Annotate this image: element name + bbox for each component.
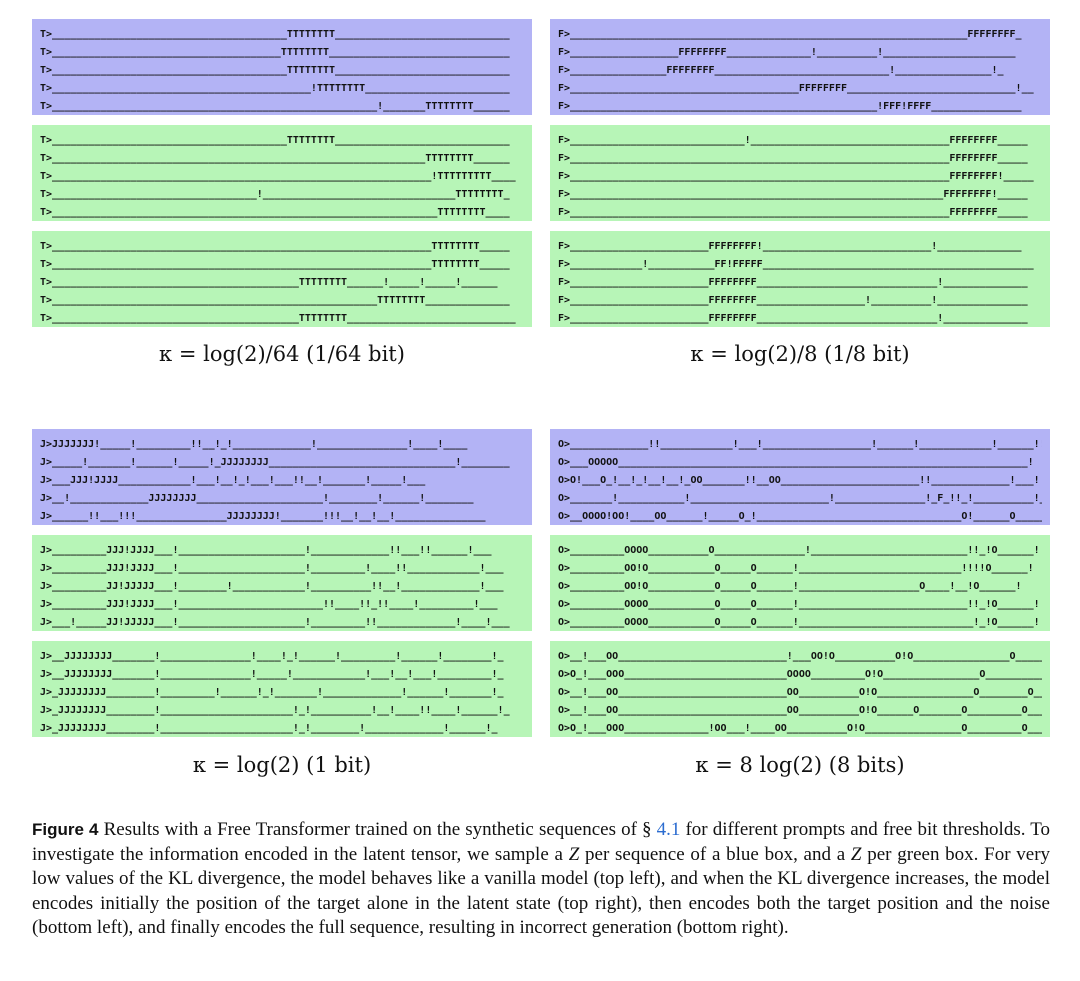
sequence-line: F>______________________________________… [558,189,1028,200]
sequence-line: T>______________________________________… [40,47,510,58]
kappa-label-top-right: κ = log(2)/8 (1/8 bit) [690,342,910,366]
sequence-line: O>__!___OO____________________________OO… [558,705,1042,716]
sequence-line: T>______________________________________… [40,65,510,76]
sequence-line: J>___JJJ!JJJJ____________!___!__!_!___!_… [40,475,426,486]
sequence-line: T>______________________________________… [40,101,510,112]
sequence-line: T>______________________________________… [40,277,498,288]
sequence-line: T>______________________________________… [40,171,516,182]
sequence-line: O>O!___O_!__!_!__!__!_OO_______!!__OO___… [558,475,1040,486]
sequence-line: T>__________________________________!___… [40,189,510,200]
sequence-line: O>__!___OO____________________________OO… [558,687,1042,698]
sequence-line: O>_____________!!____________!___!______… [558,439,1042,450]
sequence-line: O>O_!___OOO___________________________OO… [558,669,1042,680]
sequence-line: F>______________________________________… [558,153,1028,164]
figure-caption: Figure 4 Results with a Free Transformer… [32,818,1050,941]
sequence-line: J>___!_____JJ!JJJJJ___!_________________… [40,617,510,628]
sequence-line: O>_________OO!O___________O_____O______!… [558,563,1034,574]
caption-text: Results with a Free Transformer trained … [103,819,652,840]
sequence-line: O>_________OO!O___________O_____O______!… [558,581,1022,592]
sequence-line: T>______________________________________… [40,153,510,164]
br-box-1: O>_____________!!____________!___!______… [550,429,1050,525]
sequence-line: T>______________________________________… [40,241,510,252]
kappa-label-bottom-right: κ = 8 log(2) (8 bits) [695,753,905,777]
sequence-line: J>_________JJJ!JJJJ___!_________________… [40,545,492,556]
sequence-line: J>_________JJJ!JJJJ___!_________________… [40,563,504,574]
sequence-line: F>________________FFFFFFFF______________… [558,65,1004,76]
tl-box-1: T>______________________________________… [32,19,532,115]
sequence-line: F>_______________________FFFFFFFF_______… [558,277,1028,288]
sequence-line: T>______________________________________… [40,29,510,40]
sequence-line: O>_______!___________!__________________… [558,493,1042,504]
bl-box-1: J>JJJJJJJ!_____!_________!!__!_!________… [32,429,532,525]
kappa-label-top-left: κ = log(2)/64 (1/64 bit) [159,342,405,366]
sequence-line: T>______________________________________… [40,83,510,94]
sequence-line: O>O_!___OOO______________!OO___!____OO__… [558,723,1042,734]
sequence-line: F>_______________________FFFFFFFF_______… [558,313,1028,324]
tr-box-2: F>_____________________________!________… [550,125,1050,221]
sequence-line: J>_JJJJJJJJ________!____________________… [40,705,510,716]
sequence-line: O>_________OOOO___________O_____O______!… [558,599,1040,610]
tl-box-3: T>______________________________________… [32,231,532,327]
bl-box-2: J>_________JJJ!JJJJ___!_________________… [32,535,532,631]
tr-box-3: F>_______________________FFFFFFFF!______… [550,231,1050,327]
sequence-line: J>______!!___!!!_______________JJJJJJJJ!… [40,511,486,522]
sequence-line: O>_________OOOO__________O______________… [558,545,1040,556]
sequence-line: F>____________!___________FF!FFFFF______… [558,259,1034,270]
sequence-line: F>______________________________________… [558,101,1022,112]
bl-box-3: J>__JJJJJJJJ_______!_______________!____… [32,641,532,737]
caption-text: for different prompts and free bit thres… [32,819,1051,865]
sequence-line: J>__!_____________JJJJJJJJ______________… [40,493,474,504]
math-variable: Z [568,843,580,865]
sequence-line: J>_JJJJJJJJ________!____________________… [40,723,498,734]
figure-label: Figure 4 [32,820,99,839]
sequence-line: J>_____!_______!______!_____!_JJJJJJJJ__… [40,457,510,468]
sequence-line: F>______________________________________… [558,171,1034,182]
sequence-line: J>JJJJJJJ!_____!_________!!__!_!________… [40,439,468,450]
tr-box-1: F>______________________________________… [550,19,1050,115]
sequence-line: F>_______________________FFFFFFFF_______… [558,295,1028,306]
sequence-line: T>______________________________________… [40,313,516,324]
sequence-line: F>______________________________________… [558,207,1028,218]
sequence-line: J>_________JJJ!JJJJ___!_________________… [40,599,498,610]
sequence-line: O>__OOOO!OO!____OO______!_____O_!_______… [558,511,1042,522]
sequence-line: F>__________________FFFFFFFF____________… [558,47,1016,58]
sequence-line: O>___OOOOO______________________________… [558,457,1034,468]
section-reference-link[interactable]: 4.1 [656,819,681,840]
sequence-line: J>__JJJJJJJJ_______!_______________!____… [40,651,504,662]
sequence-line: T>______________________________________… [40,259,510,270]
sequence-line: F>_______________________FFFFFFFF!______… [558,241,1022,252]
sequence-line: O>_________OOOO___________O_____O______!… [558,617,1040,628]
sequence-line: T>______________________________________… [40,135,510,146]
sequence-line: T>______________________________________… [40,295,510,306]
math-variable: Z [850,843,862,865]
sequence-line: F>______________________________________… [558,29,1022,40]
caption-text: per green box. For very low values of th… [32,843,1051,939]
tl-box-2: T>______________________________________… [32,125,532,221]
br-box-3: O>__!___OO____________________________!_… [550,641,1050,737]
sequence-line: J>__JJJJJJJJ_______!_______________!____… [40,669,504,680]
caption-text: per sequence of a blue box, and a [585,843,846,865]
sequence-line: F>______________________________________… [558,83,1034,94]
sequence-line: O>__!___OO____________________________!_… [558,651,1042,662]
sequence-line: J>_JJJJJJJJ________!_________!______!_!_… [40,687,504,698]
sequence-line: F>_____________________________!________… [558,135,1028,146]
br-box-2: O>_________OOOO__________O______________… [550,535,1050,631]
sequence-line: T>______________________________________… [40,207,510,218]
kappa-label-bottom-left: κ = log(2) (1 bit) [192,753,372,777]
sequence-line: J>_________JJ!JJJJJ___!________!________… [40,581,504,592]
